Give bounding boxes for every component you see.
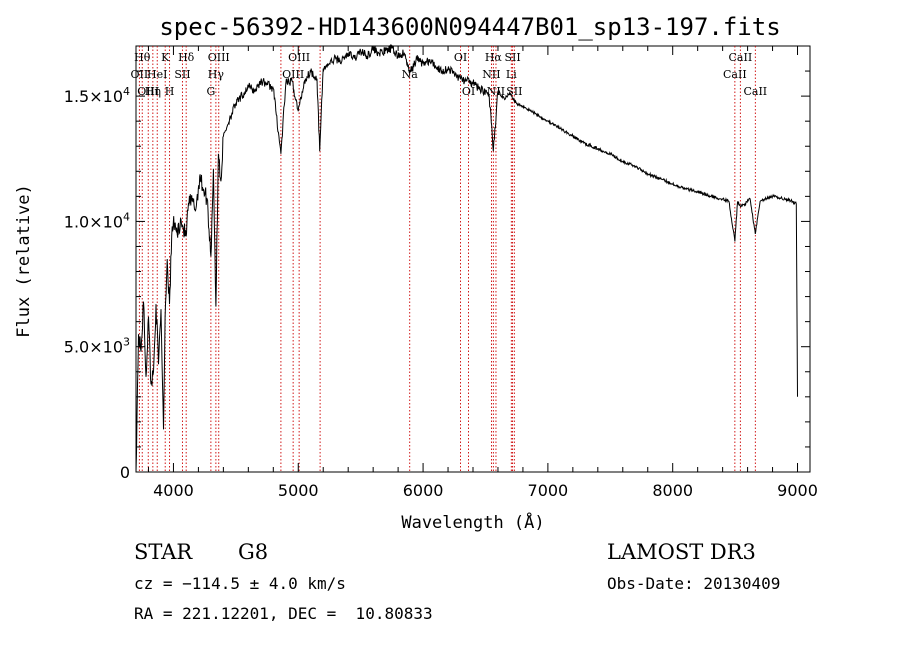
y-tick-label-2: 1.0×104 <box>64 210 130 231</box>
line-label-1: Hθ <box>134 51 151 64</box>
line-label-4: HeI <box>147 68 167 81</box>
y-tick-label-3: 1.5×104 <box>64 85 130 106</box>
x-axis-label: Wavelength (Å) <box>401 511 544 533</box>
x-axis-ticks: 4000 5000 6000 7000 8000 9000 <box>147 46 818 500</box>
line-label-22: Li <box>506 68 517 81</box>
line-label-3: Hη <box>145 85 161 98</box>
line-label-2: OIII <box>137 85 159 98</box>
x-tick-label-4: 8000 <box>652 481 693 500</box>
line-label-19: NII <box>482 68 500 81</box>
survey-name: LAMOST DR3 <box>607 540 756 564</box>
x-tick-label-3: 7000 <box>528 481 569 500</box>
line-label-11: OIII <box>208 51 230 64</box>
spectrum-series <box>135 44 798 473</box>
x-tick-label-5: 9000 <box>777 481 818 500</box>
observation-date: Obs-Date: 20130409 <box>607 574 781 593</box>
chart-title: spec-56392-HD143600N094447B01_sp13-197.f… <box>159 13 780 41</box>
line-label-27: CaII <box>743 85 767 98</box>
redshift-velocity: cz = −114.5 ± 4.0 km/s <box>134 574 346 593</box>
spectral-line-markers <box>138 46 756 472</box>
object-subclass: G8 <box>238 540 269 564</box>
y-axis-label: Flux (relative) <box>14 184 34 338</box>
line-label-17: OI <box>454 51 467 64</box>
spectrum-chart: spec-56392-HD143600N094447B01_sp13-197.f… <box>14 13 818 533</box>
line-label-8: Hδ <box>178 51 195 64</box>
line-label-14: OIII <box>288 51 310 64</box>
x-tick-label-2: 6000 <box>403 481 444 500</box>
line-label-10: Hγ <box>208 68 225 81</box>
line-label-16: Na <box>402 68 419 81</box>
object-class: STAR <box>134 540 193 564</box>
line-label-5: K <box>161 51 170 64</box>
line-label-9: G <box>206 85 215 98</box>
line-label-25: CaII <box>723 68 747 81</box>
y-axis-ticks: 0 5.0×103 1.0×104 1.5×104 <box>64 70 810 482</box>
line-label-20: Hα <box>485 51 503 64</box>
line-label-26: CaII <box>729 51 753 64</box>
x-tick-label-1: 5000 <box>278 481 319 500</box>
spectral-line-labels: OIIHθOIIIHηHeIKHSIIHδGHγOIIIOIIIOIIINaOI… <box>131 51 768 98</box>
line-label-6: H <box>165 85 175 98</box>
plot-frame <box>135 45 811 473</box>
line-label-23: SII <box>504 51 520 64</box>
line-label-7: SII <box>174 68 190 81</box>
sky-coordinates: RA = 221.12201, DEC = 10.80833 <box>134 604 433 623</box>
line-label-24: SII <box>506 85 522 98</box>
x-tick-label-0: 4000 <box>153 481 194 500</box>
line-label-0: OII <box>131 68 149 81</box>
line-label-18: OI <box>462 85 475 98</box>
line-label-13: OIII <box>282 68 304 81</box>
y-tick-label-0: 0 <box>120 463 130 482</box>
spectrum-line <box>135 44 798 473</box>
y-tick-label-1: 5.0×103 <box>64 336 130 357</box>
